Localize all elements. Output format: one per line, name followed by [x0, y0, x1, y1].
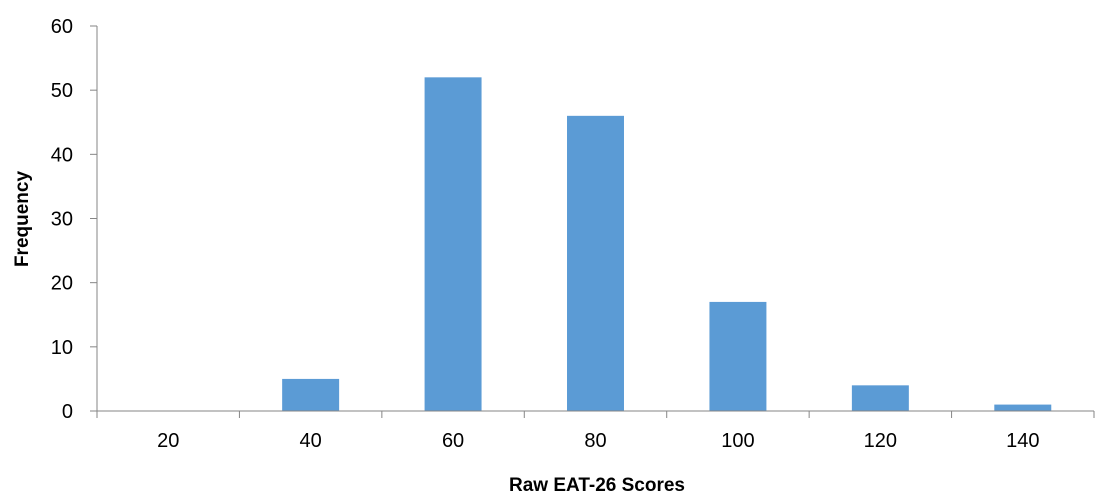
y-tick-label: 30	[51, 209, 73, 231]
y-tick-label: 40	[51, 144, 73, 166]
x-tick-label: 20	[157, 430, 179, 452]
x-axis-title: Raw EAT-26 Scores	[509, 475, 685, 496]
x-tick-label: 60	[442, 430, 464, 452]
x-tick-label: 100	[721, 430, 754, 452]
axes	[96, 26, 1094, 412]
x-tick-label: 40	[300, 430, 322, 452]
x-axis-ticks: 20 40 60 80 100 120 140	[96, 411, 1095, 452]
x-tick-label: 140	[1006, 430, 1039, 452]
x-tick-label: 120	[864, 430, 897, 452]
y-tick-label: 0	[62, 401, 73, 423]
bar	[282, 378, 340, 411]
bar	[994, 404, 1052, 411]
y-tick-label: 50	[51, 80, 73, 102]
bar	[709, 301, 767, 411]
x-tick-label: 80	[584, 430, 606, 452]
bars	[282, 77, 1052, 411]
bar	[851, 385, 909, 411]
bar	[424, 77, 482, 411]
y-tick-label: 20	[51, 273, 73, 295]
bar	[567, 115, 624, 411]
y-axis-ticks: 0 10 20 30 40 50 60	[51, 16, 97, 423]
y-tick-label: 60	[51, 16, 73, 38]
y-axis-title: Frequency	[12, 171, 33, 268]
y-tick-label: 10	[51, 337, 73, 359]
